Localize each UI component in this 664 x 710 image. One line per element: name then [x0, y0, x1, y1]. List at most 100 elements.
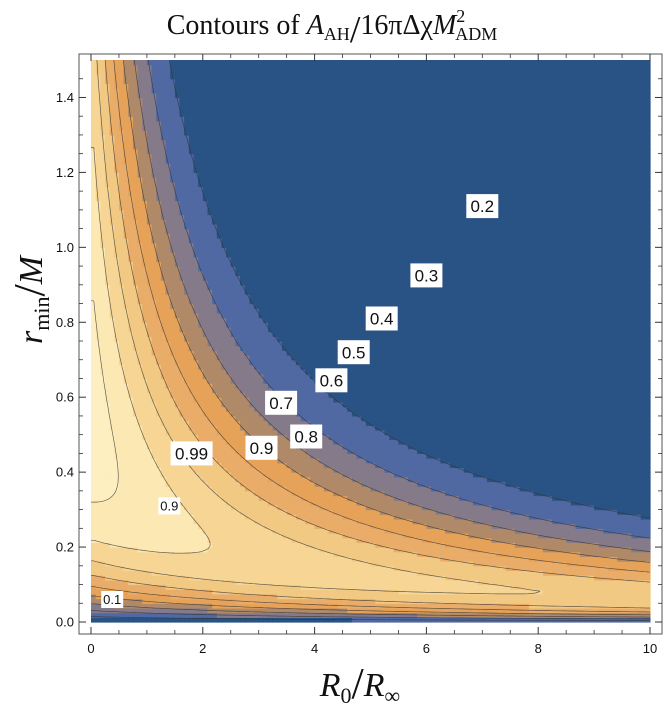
- contour-cell: [91, 200, 97, 206]
- contour-cell: [91, 434, 97, 440]
- contour-cell: [160, 355, 167, 361]
- contour-cell: [165, 130, 171, 136]
- contour-cell: [216, 486, 223, 492]
- contour-cell: [142, 425, 148, 431]
- contour-cell: [258, 458, 264, 464]
- contour-cell: [174, 598, 181, 604]
- contour-cell: [263, 284, 269, 291]
- contour-cell: [277, 252, 283, 258]
- contour-cell: [156, 331, 162, 337]
- contour-cell: [109, 111, 115, 117]
- contour-cell: [128, 237, 134, 244]
- contour-cell: [184, 533, 190, 539]
- contour-cell: [165, 125, 171, 131]
- contour-cell: [272, 336, 278, 342]
- contour-cell: [184, 209, 190, 216]
- contour-cell: [263, 537, 269, 543]
- contour-cell: [156, 387, 162, 394]
- contour-cell: [151, 303, 157, 309]
- contour-cell: [254, 556, 260, 562]
- contour-cell: [258, 191, 264, 197]
- contour-cell: [109, 167, 115, 173]
- contour-cell: [212, 542, 218, 548]
- contour-cell: [254, 603, 260, 609]
- contour-cell: [198, 322, 204, 328]
- contour-cell: [263, 144, 269, 150]
- contour-cell: [156, 252, 162, 258]
- contour-cell: [193, 607, 199, 614]
- contour-cell: [100, 575, 106, 581]
- contour-cell: [123, 64, 129, 70]
- contour-cell: [226, 598, 232, 604]
- contour-cell: [128, 270, 134, 277]
- contour-cell: [230, 350, 237, 356]
- contour-cell: [235, 523, 241, 529]
- contour-cell: [272, 111, 278, 117]
- contour-cell: [226, 350, 232, 356]
- contour-cell: [137, 579, 143, 586]
- contour-cell: [244, 223, 250, 230]
- contour-cell: [226, 284, 232, 291]
- contour-cell: [174, 570, 181, 576]
- contour-cell: [207, 308, 213, 314]
- contour-cell: [244, 106, 250, 113]
- contour-cell: [118, 214, 125, 220]
- contour-cell: [235, 355, 241, 361]
- contour-cell: [137, 434, 143, 440]
- contour-cell: [100, 509, 106, 515]
- contour-cell: [221, 401, 227, 408]
- contour-cell: [240, 326, 246, 333]
- contour-cell: [272, 345, 278, 351]
- contour-cell: [221, 237, 227, 244]
- contour-cell: [100, 242, 106, 248]
- contour-cell: [188, 134, 195, 141]
- contour-cell: [263, 237, 269, 244]
- contour-cell: [212, 144, 218, 150]
- contour-cell: [95, 420, 101, 426]
- contour-cell: [95, 153, 101, 159]
- contour-cell: [142, 102, 148, 108]
- contour-cell: [212, 326, 218, 333]
- contour-cell: [174, 392, 181, 398]
- contour-cell: [216, 78, 223, 85]
- contour-cell: [268, 102, 274, 108]
- contour-cell: [272, 317, 278, 323]
- contour-cell: [184, 490, 190, 497]
- contour-cell: [221, 397, 227, 403]
- contour-cell: [254, 74, 260, 80]
- contour-cell: [170, 144, 176, 150]
- contour-cell: [244, 373, 250, 380]
- contour-cell: [240, 617, 246, 623]
- contour-cell: [160, 518, 167, 525]
- contour-cell: [160, 144, 167, 150]
- contour-cell: [142, 369, 148, 375]
- contour-cell: [244, 523, 250, 529]
- contour-cell: [184, 167, 190, 173]
- contour-cell: [146, 565, 153, 572]
- contour-cell: [221, 495, 227, 501]
- contour-cell: [254, 579, 260, 586]
- contour-cell: [277, 420, 283, 426]
- contour-cell: [281, 537, 288, 543]
- contour-cell: [128, 607, 134, 614]
- contour-cell: [165, 237, 171, 244]
- contour-cell: [249, 415, 255, 422]
- contour-cell: [132, 134, 139, 141]
- contour-cell: [281, 476, 288, 483]
- contour-cell: [193, 322, 199, 328]
- contour-cell: [193, 603, 199, 609]
- contour-cell: [188, 195, 195, 202]
- contour-cell: [235, 369, 241, 375]
- contour-cell: [95, 139, 101, 145]
- contour-cell: [91, 518, 97, 525]
- contour-cell: [221, 242, 227, 248]
- contour-cell: [100, 355, 106, 361]
- contour-cell: [249, 153, 255, 159]
- contour-cell: [123, 561, 129, 567]
- contour-cell: [160, 97, 167, 103]
- contour-cell: [268, 266, 274, 272]
- contour-cell: [193, 275, 199, 281]
- contour-cell: [216, 74, 223, 80]
- contour-cell: [170, 359, 176, 366]
- contour-cell: [118, 195, 125, 202]
